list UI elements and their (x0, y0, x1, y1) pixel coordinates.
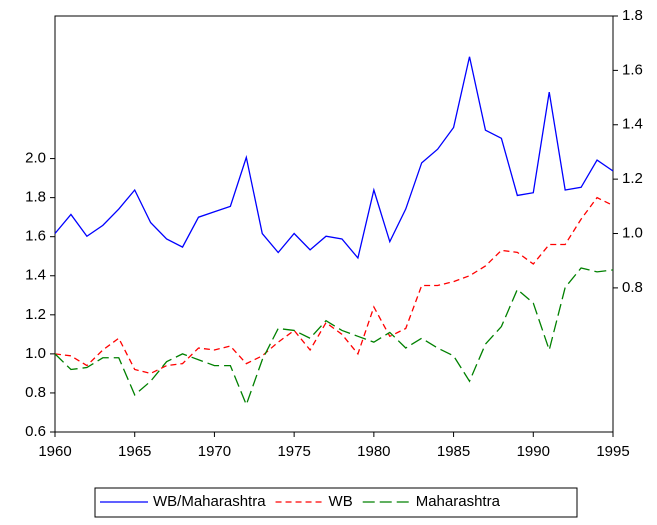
legend-box (94, 487, 578, 518)
x-tick-label: 1965 (118, 443, 151, 460)
y2-tick-label: 1.8 (622, 7, 643, 24)
legend-label: WB/Maharashtra (153, 493, 266, 510)
y-tick-label: 1.2 (25, 306, 46, 323)
series-line (54, 196, 614, 375)
y-tick-label: 0.6 (25, 423, 46, 440)
y-tick-label: 1.4 (25, 267, 46, 284)
x-tick-label: 1980 (357, 443, 390, 460)
legend-label: WB (329, 493, 353, 510)
y2-tick-label: 1.6 (622, 61, 643, 78)
x-tick-label: 1970 (198, 443, 231, 460)
x-tick-label: 1975 (277, 443, 310, 460)
plot-frame (54, 15, 614, 433)
x-tick-label: 1960 (38, 443, 71, 460)
x-tick-label: 1995 (596, 443, 629, 460)
y-tick-label: 2.0 (25, 150, 46, 167)
y-tick-label: 1.8 (25, 189, 46, 206)
x-tick-label: 1985 (437, 443, 470, 460)
y-tick-label: 1.6 (25, 228, 46, 245)
series-line (54, 56, 614, 260)
legend-label: Maharashtra (416, 493, 501, 510)
series-line (54, 267, 614, 407)
y-tick-label: 0.8 (25, 384, 46, 401)
y2-tick-label: 1.2 (622, 170, 643, 187)
y2-tick-label: 1.4 (622, 116, 643, 133)
y-tick-label: 1.0 (25, 345, 46, 362)
y2-tick-label: 0.8 (622, 279, 643, 296)
x-tick-label: 1990 (517, 443, 550, 460)
y2-tick-label: 1.0 (622, 224, 643, 241)
